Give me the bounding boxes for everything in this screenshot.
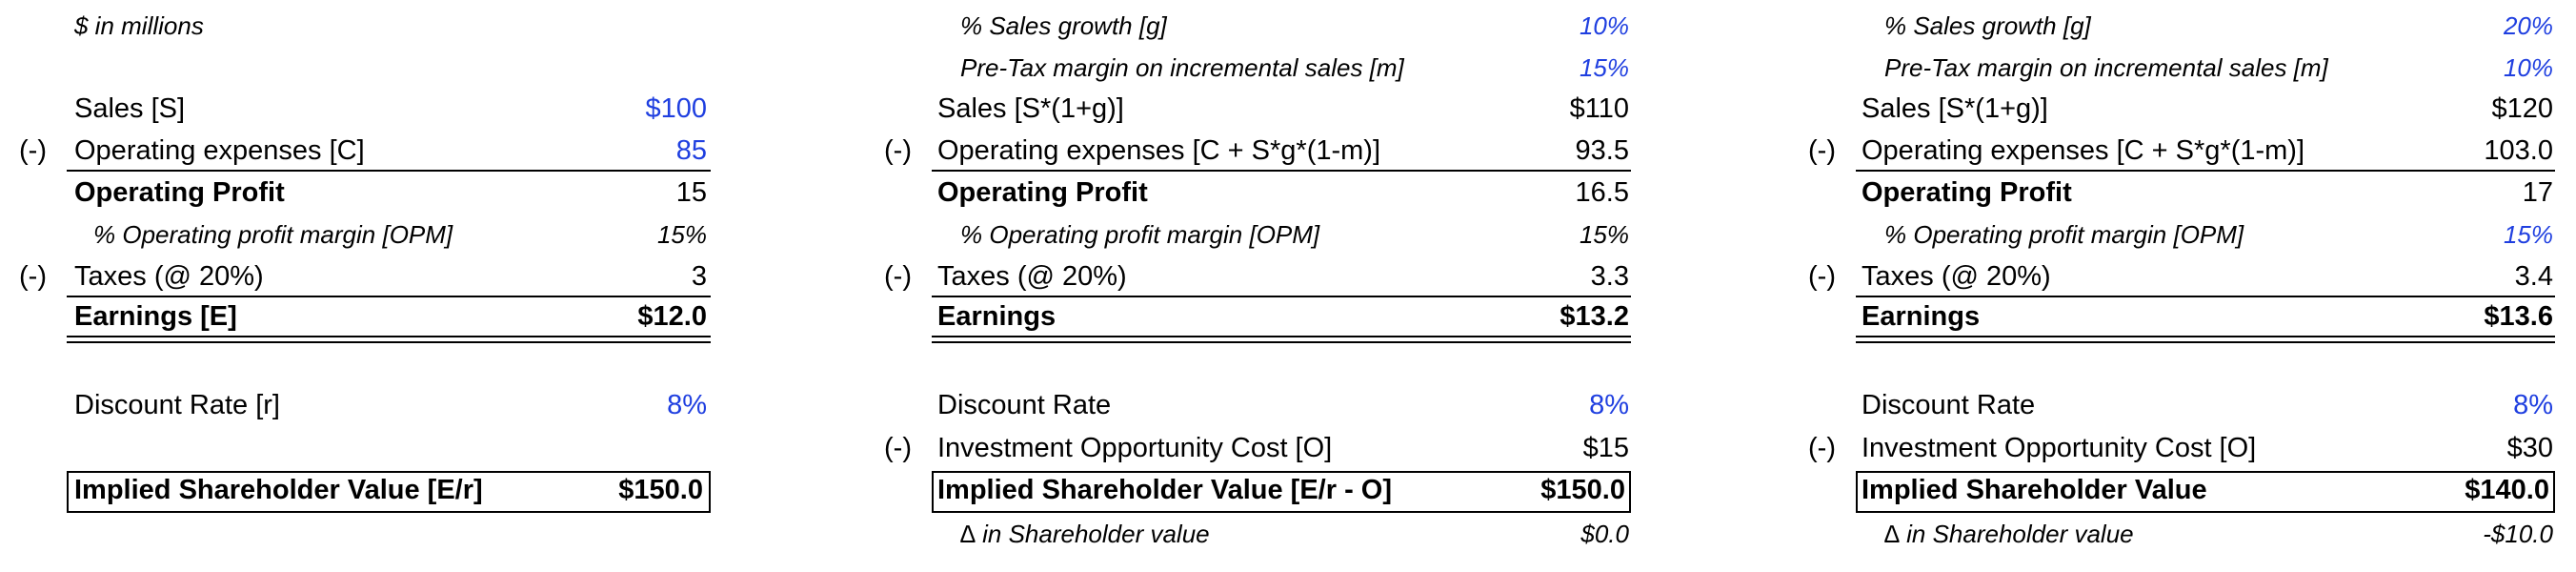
sales-label: Sales [S] [74, 93, 186, 124]
discount-rate-label: Discount Rate [937, 390, 1112, 420]
total-double-rule [1856, 336, 2555, 343]
sales-label: Sales [S*(1+g)] [937, 93, 1124, 124]
opex-value: 103.0 [2484, 135, 2553, 166]
discount-rate-label: Discount Rate [r] [74, 390, 280, 420]
shareholder-value-value: $140.0 [2465, 475, 2549, 505]
earnings-value: $13.6 [2484, 301, 2553, 332]
opm-value: 15% [656, 220, 707, 249]
shareholder-value-box [67, 471, 711, 513]
incremental-margin-label: Pre-Tax margin on incremental sales [m] [1884, 53, 2328, 82]
earnings-label: Earnings [1862, 301, 1981, 332]
taxes-value: 3.4 [2514, 261, 2553, 292]
shareholder-value-box [932, 471, 1631, 513]
subtotal-rule [1856, 170, 2555, 172]
opex-label: Operating expenses [C + S*g*(1-m)] [937, 135, 1381, 166]
discount-rate-value[interactable]: 8% [667, 390, 707, 420]
growth-value[interactable]: 20% [2503, 11, 2553, 40]
total-double-rule [67, 336, 711, 343]
growth-label: % Sales growth [g] [1884, 11, 2091, 40]
shareholder-value-value: $150.0 [1540, 475, 1625, 505]
sales-value: $110 [1569, 93, 1629, 124]
operating-profit-value: 15 [675, 177, 707, 208]
opm-label: % Operating profit margin [OPM] [960, 220, 1320, 249]
shareholder-value-label: Implied Shareholder Value [E/r - O] [937, 475, 1392, 505]
opm-value: 15% [1579, 220, 1629, 249]
taxes-label: Taxes (@ 20%) [1862, 261, 2051, 292]
sales-label: Sales [S*(1+g)] [1862, 93, 2048, 124]
operating-profit-label: Operating Profit [1862, 177, 2072, 208]
minus-sign: (-) [19, 135, 47, 166]
minus-sign: (-) [1808, 433, 1836, 463]
minus-sign: (-) [19, 261, 47, 292]
opportunity-cost-label: Investment Opportunity Cost [O] [1862, 433, 2257, 463]
shareholder-value-box [1856, 471, 2555, 513]
subtotal-rule [932, 296, 1631, 297]
growth-value[interactable]: 10% [1579, 11, 1629, 40]
earnings-value: $13.2 [1560, 301, 1629, 332]
opex-value: 93.5 [1575, 135, 1629, 166]
minus-sign: (-) [1808, 135, 1836, 166]
opm-value[interactable]: 15% [2503, 220, 2553, 249]
earnings-label: Earnings [E] [74, 301, 237, 332]
minus-sign: (-) [884, 261, 912, 292]
minus-sign: (-) [884, 433, 912, 463]
shareholder-value-value: $150.0 [618, 475, 703, 505]
earnings-label: Earnings [937, 301, 1057, 332]
sales-value[interactable]: $100 [645, 93, 707, 124]
subtotal-rule [1856, 296, 2555, 297]
opportunity-cost-label: Investment Opportunity Cost [O] [937, 433, 1333, 463]
minus-sign: (-) [884, 135, 912, 166]
delta-value-value: -$10.0 [2483, 520, 2553, 548]
incremental-margin-label: Pre-Tax margin on incremental sales [m] [960, 53, 1404, 82]
discount-rate-label: Discount Rate [1862, 390, 2036, 420]
discount-rate-value[interactable]: 8% [2513, 390, 2553, 420]
growth-label: % Sales growth [g] [960, 11, 1167, 40]
incremental-margin-value[interactable]: 15% [1579, 53, 1629, 82]
opex-label: Operating expenses [C] [74, 135, 365, 166]
operating-profit-label: Operating Profit [937, 177, 1148, 208]
operating-profit-label: Operating Profit [74, 177, 285, 208]
taxes-label: Taxes (@ 20%) [937, 261, 1127, 292]
units-label: $ in millions [74, 11, 204, 40]
operating-profit-value: 16.5 [1575, 177, 1629, 208]
shareholder-value-label: Implied Shareholder Value [E/r] [74, 475, 483, 505]
opex-value[interactable]: 85 [675, 135, 707, 166]
opex-label: Operating expenses [C + S*g*(1-m)] [1862, 135, 2305, 166]
minus-sign: (-) [1808, 261, 1836, 292]
subtotal-rule [67, 170, 711, 172]
delta-value-label: ∆ in Shareholder value [960, 520, 1210, 548]
total-double-rule [932, 336, 1631, 343]
opm-label: % Operating profit margin [OPM] [1884, 220, 2244, 249]
earnings-value: $12.0 [637, 301, 707, 332]
delta-value-value: $0.0 [1580, 520, 1629, 548]
opportunity-cost-value: $15 [1582, 433, 1629, 463]
shareholder-value-label: Implied Shareholder Value [1862, 475, 2207, 505]
discount-rate-value[interactable]: 8% [1589, 390, 1629, 420]
opportunity-cost-value: $30 [2506, 433, 2553, 463]
incremental-margin-value[interactable]: 10% [2503, 53, 2553, 82]
taxes-label: Taxes (@ 20%) [74, 261, 264, 292]
taxes-value: 3.3 [1590, 261, 1629, 292]
sales-value: $120 [2491, 93, 2553, 124]
delta-value-label: ∆ in Shareholder value [1884, 520, 2134, 548]
operating-profit-value: 17 [2522, 177, 2553, 208]
subtotal-rule [67, 296, 711, 297]
opm-label: % Operating profit margin [OPM] [93, 220, 453, 249]
taxes-value: 3 [691, 261, 707, 292]
subtotal-rule [932, 170, 1631, 172]
